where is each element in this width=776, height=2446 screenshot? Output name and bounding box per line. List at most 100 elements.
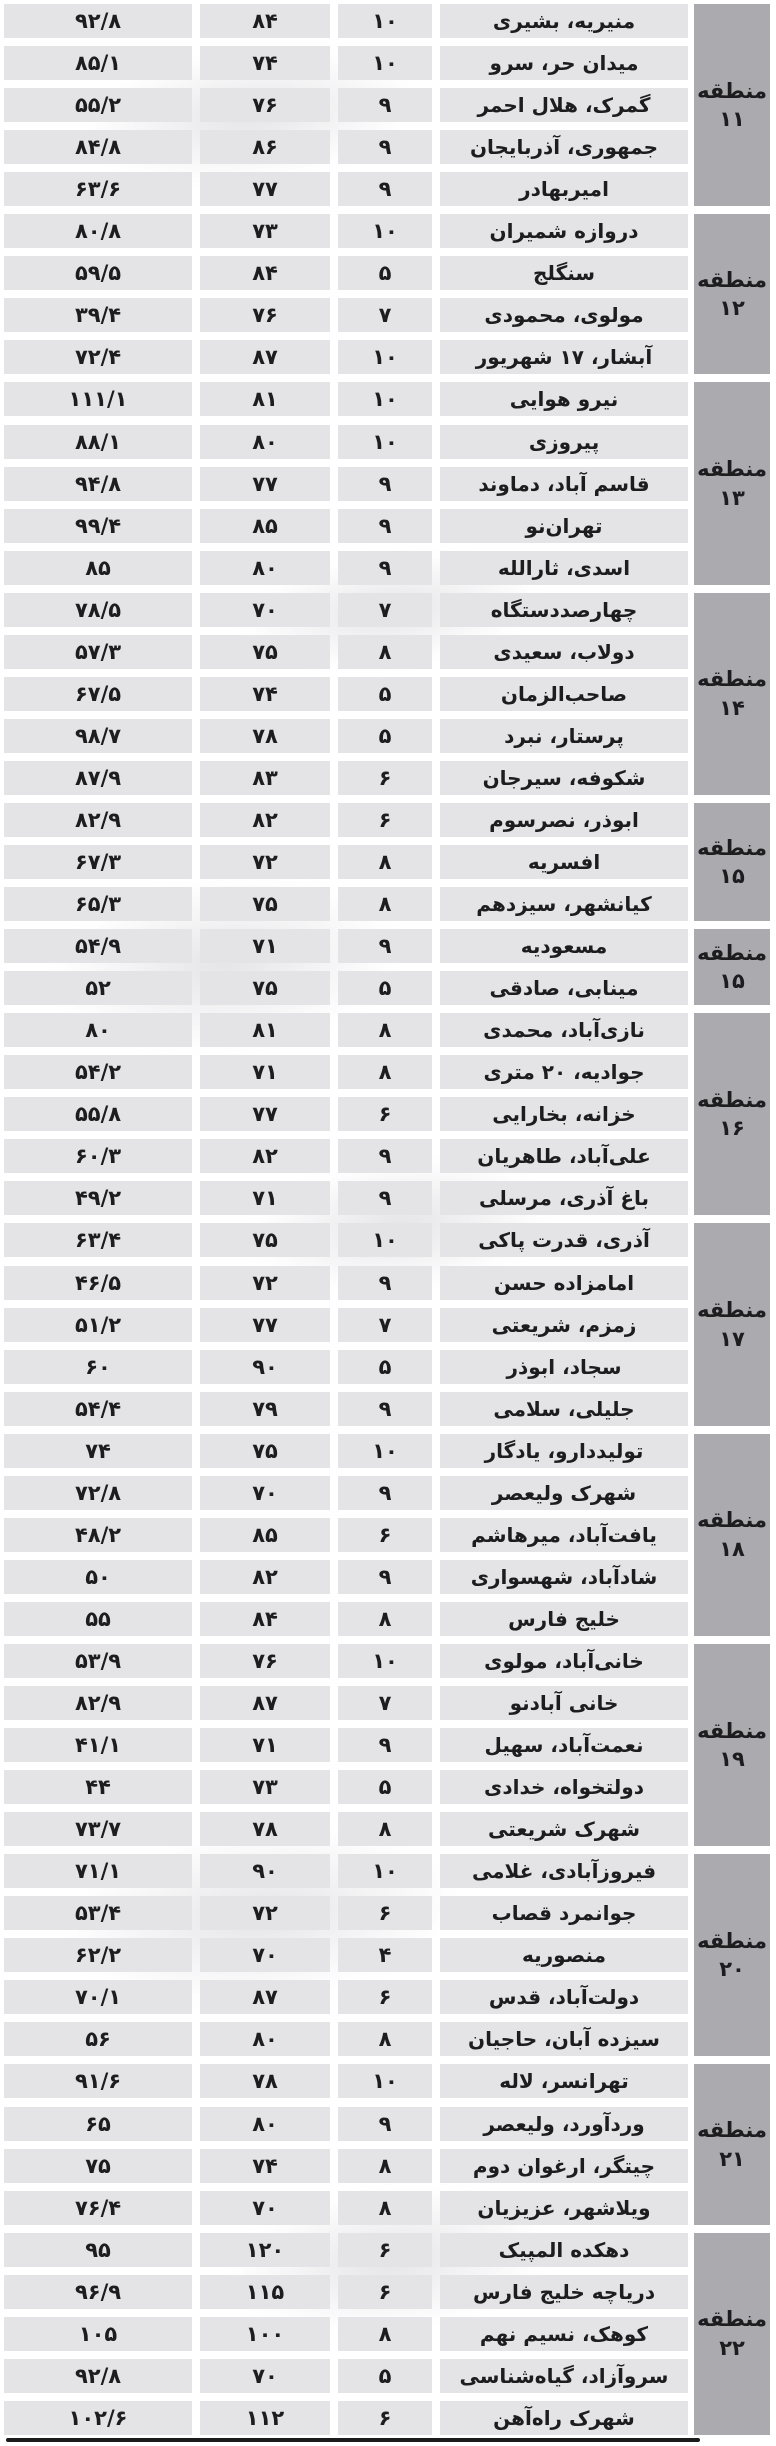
value-col-b: ۷۳ xyxy=(200,214,330,249)
district-label: منطقه xyxy=(697,457,767,482)
value-col-b: ۷۶ xyxy=(200,88,330,123)
table-row: سنگلج ۵ ۸۴ ۵۹/۵ xyxy=(0,256,776,291)
value-col-c: ۶۷/۳ xyxy=(4,845,192,880)
value-col-c: ۸۸/۱ xyxy=(4,424,192,459)
value-col-c: ۸۲/۹ xyxy=(4,1686,192,1721)
district-label: منطقه xyxy=(697,1718,767,1743)
value-col-b: ۱۰۰ xyxy=(200,2316,330,2351)
neighborhood-name: مینابی، صادقی xyxy=(440,971,688,1006)
value-col-b: ۸۷ xyxy=(200,1980,330,2015)
value-col-b: ۸۲ xyxy=(200,1559,330,1594)
value-col-c: ۷۶/۴ xyxy=(4,2190,192,2225)
value-col-b: ۷۷ xyxy=(200,1097,330,1132)
neighborhood-name: دریاچه خلیج فارس xyxy=(440,2274,688,2309)
value-col-b: ۷۲ xyxy=(200,1896,330,1931)
table-row: جلیلی، سلامی ۹ ۷۹ ۵۴/۴ xyxy=(0,1391,776,1426)
table-row: مسعودیه ۹ ۷۱ ۵۴/۹ xyxy=(0,929,776,964)
table-row: شهرک ولیعصر ۹ ۷۰ ۷۲/۸ xyxy=(0,1475,776,1510)
value-col-b: ۷۱ xyxy=(200,1055,330,1090)
value-col-c: ۴۱/۱ xyxy=(4,1728,192,1763)
value-col-a: ۱۰ xyxy=(338,1854,432,1889)
neighborhood-name: شهرک راه‌آهن xyxy=(440,2400,688,2435)
value-col-a: ۶ xyxy=(338,1097,432,1132)
value-col-c: ۹۱/۶ xyxy=(4,2064,192,2099)
value-col-b: ۷۰ xyxy=(200,2358,330,2393)
district-number: ۱۵ xyxy=(719,864,745,888)
table-row: امیربهادر ۹ ۷۷ ۶۳/۶ xyxy=(0,172,776,207)
neighborhood-name: خلیج فارس xyxy=(440,1601,688,1636)
neighborhood-name: جمهوری، آذربایجان xyxy=(440,130,688,165)
neighborhood-name: سیزده آبان، حاجیان xyxy=(440,2022,688,2057)
value-col-c: ۵۴/۹ xyxy=(4,929,192,964)
district-block: منطقه ۲۰ xyxy=(694,1854,770,2057)
value-col-b: ۷۵ xyxy=(200,1223,330,1258)
neighborhood-name: پرستار، نبرد xyxy=(440,718,688,753)
value-col-c: ۹۵ xyxy=(4,2232,192,2267)
table-row: شادآباد، شهسواری ۹ ۸۲ ۵۰ xyxy=(0,1559,776,1594)
neighborhood-name: زمزم، شریعتی xyxy=(440,1307,688,1342)
neighborhood-name: نعمت‌آباد، سهیل xyxy=(440,1728,688,1763)
value-col-a: ۴ xyxy=(338,1938,432,1973)
neighborhood-name: جوانمرد قصاب xyxy=(440,1896,688,1931)
value-col-b: ۷۱ xyxy=(200,929,330,964)
district-block: منطقه ۲۲ xyxy=(694,2232,770,2435)
neighborhood-name: اسدی، ثارالله xyxy=(440,550,688,585)
value-col-a: ۹ xyxy=(338,550,432,585)
neighborhood-name: مولوی، محمودی xyxy=(440,298,688,333)
value-col-a: ۱۰ xyxy=(338,424,432,459)
district-block: منطقه ۱۳ xyxy=(694,382,770,585)
neighborhood-name: شهرک ولیعصر xyxy=(440,1475,688,1510)
value-col-c: ۴۴ xyxy=(4,1770,192,1805)
value-col-a: ۹ xyxy=(338,1265,432,1300)
value-col-c: ۵۳/۴ xyxy=(4,1896,192,1931)
district-label: منطقه xyxy=(697,1508,767,1533)
table-row: تهران‌نو ۹ ۸۵ ۹۹/۴ xyxy=(0,508,776,543)
table-row: فیروزآبادی، غلامی ۱۰ ۹۰ ۷۱/۱ xyxy=(0,1854,776,1889)
neighborhood-name: کوهک، نسیم نهم xyxy=(440,2316,688,2351)
district-number: ۱۸ xyxy=(719,1536,745,1561)
neighborhood-name: نازی‌آباد، محمدی xyxy=(440,1013,688,1048)
table-row: خزانه، بخارایی ۶ ۷۷ ۵۵/۸ xyxy=(0,1097,776,1132)
district-block: منطقه ۱۷ xyxy=(694,1223,770,1426)
value-col-a: ۱۰ xyxy=(338,1223,432,1258)
table-row: پیروزی ۱۰ ۸۰ ۸۸/۱ xyxy=(0,424,776,459)
table-row: پرستار، نبرد ۵ ۷۸ ۹۸/۷ xyxy=(0,718,776,753)
neighborhood-name: آبشار، ۱۷ شهریور xyxy=(440,340,688,375)
district-number: ۲۱ xyxy=(719,2146,745,2171)
value-col-c: ۱۰۲/۶ xyxy=(4,2400,192,2435)
district-number: ۱۲ xyxy=(719,296,745,321)
neighborhood-name: دولت‌آباد، قدس xyxy=(440,1980,688,2015)
value-col-a: ۸ xyxy=(338,634,432,669)
neighborhood-name: دولتخواه، خدادی xyxy=(440,1770,688,1805)
value-col-b: ۷۷ xyxy=(200,1307,330,1342)
value-col-b: ۸۰ xyxy=(200,2106,330,2141)
value-col-b: ۸۱ xyxy=(200,382,330,417)
value-col-a: ۸ xyxy=(338,887,432,922)
value-col-a: ۵ xyxy=(338,2358,432,2393)
district-label: منطقه xyxy=(697,1928,767,1953)
value-col-c: ۵۰ xyxy=(4,1559,192,1594)
neighborhood-name: تهران‌نو xyxy=(440,508,688,543)
value-col-b: ۸۷ xyxy=(200,1686,330,1721)
value-col-a: ۵ xyxy=(338,676,432,711)
neighborhood-name: آذری، قدرت پاکی xyxy=(440,1223,688,1258)
value-col-b: ۷۸ xyxy=(200,1812,330,1847)
value-col-b: ۸۲ xyxy=(200,802,330,837)
table-row: دولاب، سعیدی ۸ ۷۵ ۵۷/۳ xyxy=(0,634,776,669)
value-col-b: ۸۳ xyxy=(200,760,330,795)
value-col-a: ۹ xyxy=(338,172,432,207)
neighborhood-name: قاسم آباد، دماوند xyxy=(440,466,688,501)
value-col-c: ۳۹/۴ xyxy=(4,298,192,333)
value-col-b: ۷۵ xyxy=(200,634,330,669)
value-col-a: ۹ xyxy=(338,88,432,123)
neighborhood-name: یافت‌آباد، میرهاشم xyxy=(440,1517,688,1552)
neighborhood-name: نیرو هوایی xyxy=(440,382,688,417)
value-col-c: ۷۴ xyxy=(4,1433,192,1468)
table-row: خانی آبادنو ۷ ۸۷ ۸۲/۹ xyxy=(0,1686,776,1721)
neighborhood-name: دولاب، سعیدی xyxy=(440,634,688,669)
value-col-a: ۶ xyxy=(338,1896,432,1931)
value-col-a: ۶ xyxy=(338,760,432,795)
table-row: قاسم آباد، دماوند ۹ ۷۷ ۹۴/۸ xyxy=(0,466,776,501)
value-col-c: ۶۷/۵ xyxy=(4,676,192,711)
table-row: نعمت‌آباد، سهیل ۹ ۷۱ ۴۱/۱ xyxy=(0,1728,776,1763)
